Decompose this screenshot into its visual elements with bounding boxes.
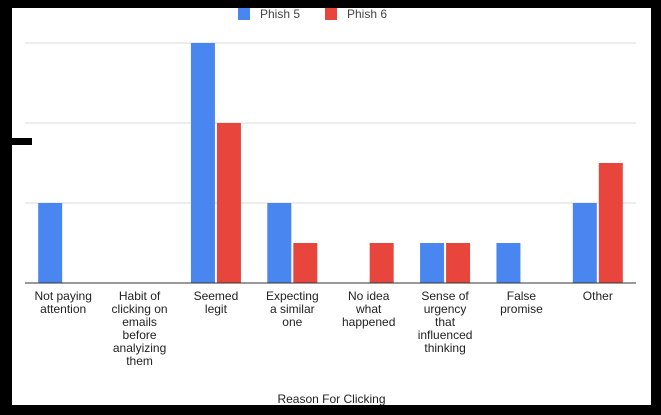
bar-phish-6 [293,243,318,283]
x-tick-label: Habit of clicking on emails before analyizin… [112,289,168,368]
bar-phish-6 [369,243,394,283]
bar-phish-6 [446,243,471,283]
x-tick-label: Expecting a similar one [266,289,319,329]
bar-phish-5 [572,203,597,283]
bar-phish-5 [190,43,215,283]
legend-swatch [238,8,250,20]
bar-phish-5 [38,203,63,283]
bar-phish-6 [216,123,241,283]
legend-label: Phish 5 [260,7,300,21]
bar-phish-5 [496,243,521,283]
x-tick-label: No idea what happened [342,289,395,329]
bar-phish-5 [420,243,445,283]
screenshot-border-notch [0,138,32,145]
screenshot-border-top-left [0,0,255,8]
x-tick-labels: Not paying attention Habit of clicking on em… [35,289,613,368]
legend-swatch [325,8,337,20]
screenshot-border-top-right [490,0,661,8]
x-tick-label: False promise [500,289,543,316]
gridlines [25,42,636,204]
x-tick-label: Other [583,289,613,303]
x-tick-label: Not paying attention [35,289,92,316]
legend: Phish 5 Phish 6 [238,7,387,21]
bars [38,43,623,283]
x-tick-label: Seemed legit [194,289,239,316]
bar-phish-6 [598,163,623,283]
legend-label: Phish 6 [347,7,387,21]
bar-phish-5 [267,203,292,283]
x-axis-title: Reason For Clicking [277,392,385,406]
x-tick-label: Sense of urgency that influenced thinking [418,289,473,355]
